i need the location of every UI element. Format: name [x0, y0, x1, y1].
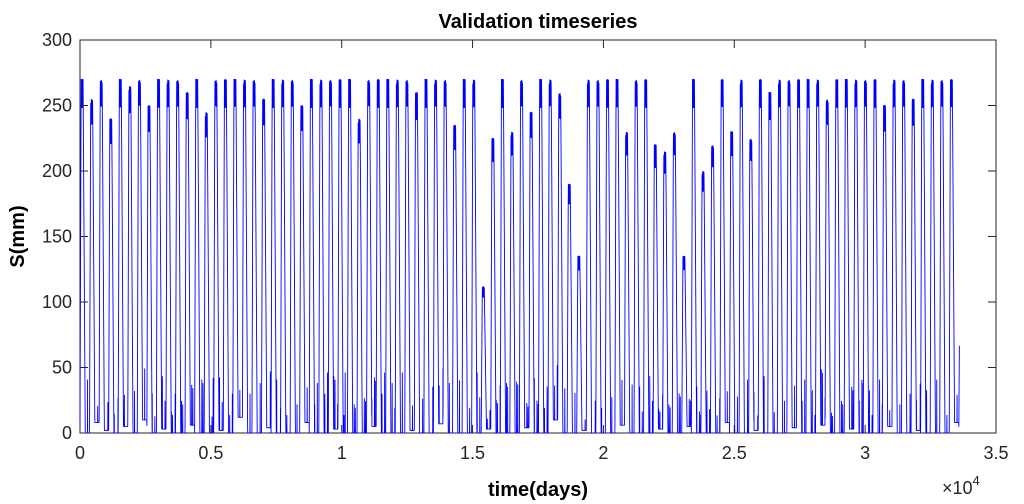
- x-axis-multiplier: ×104: [942, 473, 980, 498]
- x-axis-multiplier-exponent: 4: [973, 473, 980, 488]
- x-tick-label: 0: [75, 443, 85, 463]
- y-tick-label: 200: [42, 161, 72, 181]
- x-tick-label: 2: [598, 443, 608, 463]
- y-tick-label: 150: [42, 227, 72, 247]
- y-tick-label: 50: [52, 358, 72, 378]
- x-tick-label: 0.5: [198, 443, 223, 463]
- y-tick-label: 0: [62, 423, 72, 443]
- x-tick-label: 2.5: [722, 443, 747, 463]
- y-axis-label: S(mm): [7, 205, 29, 267]
- x-tick-label: 1: [337, 443, 347, 463]
- x-axis-label: time(days): [488, 479, 588, 501]
- x-axis-multiplier-base: ×10: [942, 478, 973, 498]
- x-tick-label: 1.5: [460, 443, 485, 463]
- x-tick-label: 3.5: [983, 443, 1008, 463]
- y-tick-label: 300: [42, 30, 72, 50]
- y-tick-label: 250: [42, 96, 72, 116]
- series-line: [79, 78, 960, 434]
- x-tick-label: 3: [860, 443, 870, 463]
- chart-title: Validation timeseries: [439, 11, 638, 33]
- series-layer: [79, 78, 960, 434]
- y-tick-label: 100: [42, 292, 72, 312]
- tick-layer: 0 0.5 1 1.5 2 2.5 3 3.5 0 50 100 150 200 250 300: [42, 30, 1009, 463]
